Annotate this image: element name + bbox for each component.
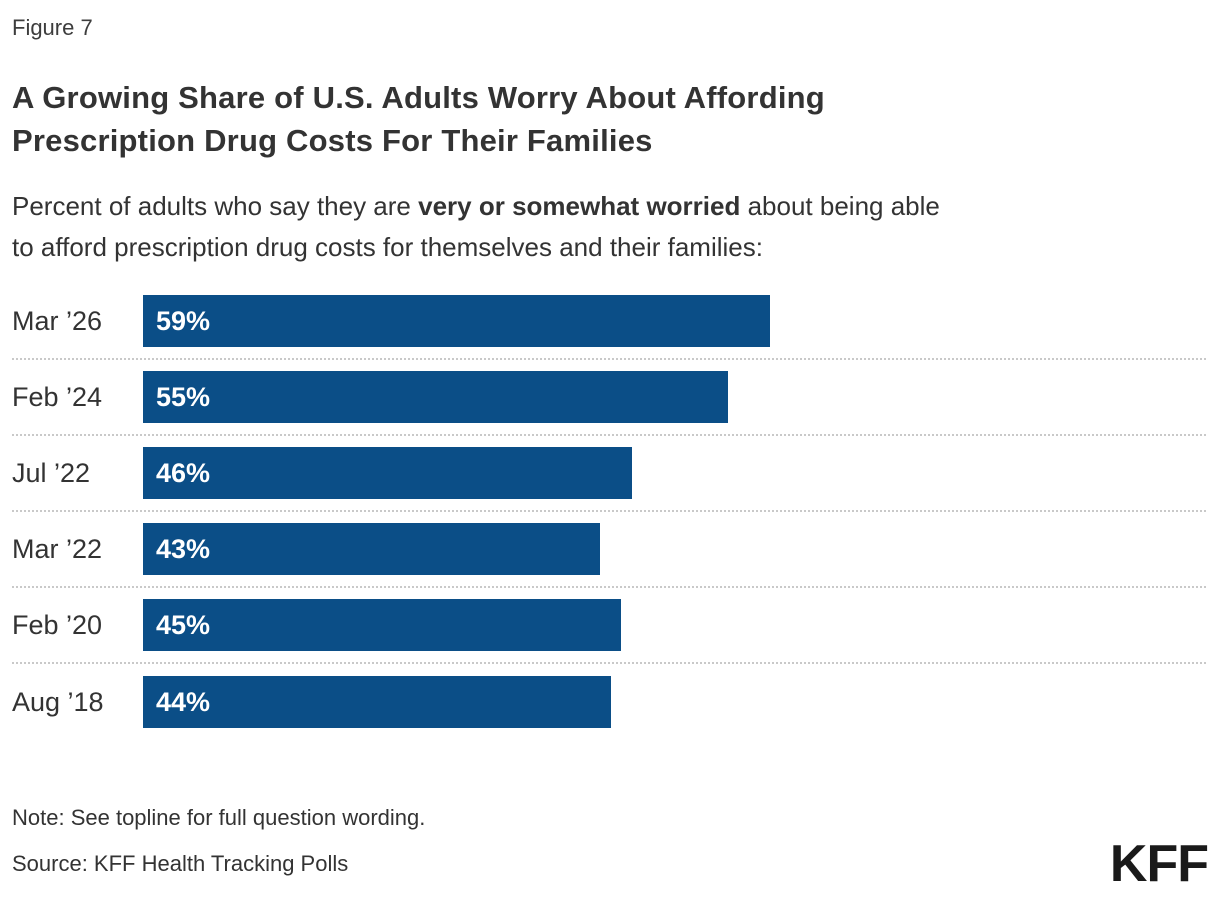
bar-chart: Mar ’26 59% Feb ’24 55% Jul ’22 46% bbox=[12, 284, 1206, 740]
chart-row: Feb ’24 55% bbox=[12, 360, 1206, 436]
kff-logo: KFF bbox=[1109, 835, 1209, 893]
bar-value-label: 45% bbox=[156, 609, 211, 640]
bar-track: 55% bbox=[143, 371, 1206, 423]
bar: 43% bbox=[143, 523, 601, 575]
chart-subtitle: Percent of adults who say they are very … bbox=[12, 186, 1206, 268]
bar: 55% bbox=[143, 371, 728, 423]
bar-value-label: 55% bbox=[156, 381, 211, 412]
bar: 45% bbox=[143, 599, 622, 651]
chart-title: A Growing Share of U.S. Adults Worry Abo… bbox=[12, 76, 1206, 162]
category-label: Feb ’24 bbox=[12, 381, 103, 412]
bar-value-label: 46% bbox=[156, 457, 211, 488]
chart-row: Jul ’22 46% bbox=[12, 436, 1206, 512]
bar-track: 45% bbox=[143, 599, 1206, 651]
chart-row: Feb ’20 45% bbox=[12, 588, 1206, 664]
category-label: Aug ’18 bbox=[12, 686, 104, 717]
bar-value-label: 43% bbox=[156, 533, 211, 564]
bar-track: 59% bbox=[143, 295, 1206, 347]
bar: 59% bbox=[143, 295, 771, 347]
bar-value-label: 44% bbox=[156, 686, 211, 717]
chart-title-line2: Prescription Drug Costs For Their Famili… bbox=[12, 123, 653, 158]
bar-track: 46% bbox=[143, 447, 1206, 499]
bar-track: 44% bbox=[143, 676, 1206, 728]
chart-figure: Figure 7 A Growing Share of U.S. Adults … bbox=[0, 14, 1220, 904]
bar-value-label: 59% bbox=[156, 305, 211, 336]
category-label: Jul ’22 bbox=[12, 457, 91, 488]
category-label: Mar ’22 bbox=[12, 533, 103, 564]
chart-subtitle-line1: Percent of adults who say they are very … bbox=[12, 191, 940, 221]
chart-subtitle-line2: to afford prescription drug costs for th… bbox=[12, 232, 763, 262]
chart-row: Aug ’18 44% bbox=[12, 664, 1206, 740]
category-label: Feb ’20 bbox=[12, 609, 103, 640]
bar-track: 43% bbox=[143, 523, 1206, 575]
bar: 46% bbox=[143, 447, 632, 499]
chart-source: Source: KFF Health Tracking Polls bbox=[12, 851, 349, 876]
chart-row: Mar ’22 43% bbox=[12, 512, 1206, 588]
chart-note: Note: See topline for full question word… bbox=[12, 805, 426, 830]
chart-title-line1: A Growing Share of U.S. Adults Worry Abo… bbox=[12, 80, 825, 115]
bar: 44% bbox=[143, 676, 611, 728]
category-label: Mar ’26 bbox=[12, 305, 103, 336]
figure-label: Figure 7 bbox=[12, 15, 93, 40]
chart-row: Mar ’26 59% bbox=[12, 284, 1206, 360]
